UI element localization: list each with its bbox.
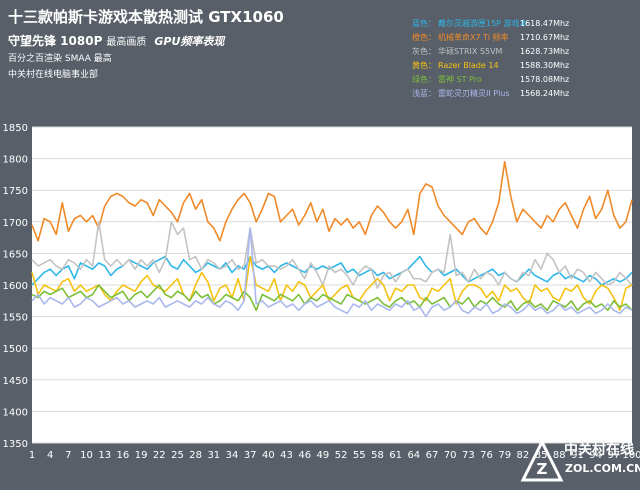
legend-value: 1618.47Mhz [520, 19, 570, 28]
x-tick-label: 91 [571, 450, 584, 461]
y-tick-label: 1450 [3, 376, 28, 387]
series-line [31, 284, 633, 312]
chart-title: 十三款帕斯卡游戏本散热测试 GTX1060 [8, 8, 284, 26]
legend-series-name: 雷神 ST Pro [438, 75, 482, 84]
subtitle-quality: 最高画质 [106, 37, 147, 48]
subtitle-italic: GPU频率表现 [154, 35, 225, 48]
y-tick-label: 1500 [3, 344, 28, 355]
legend-value: 1578.08Mhz [520, 75, 570, 84]
x-tick-label: 52 [335, 450, 348, 461]
x-tick-label: 94 [589, 450, 602, 461]
x-tick-label: 97 [607, 450, 620, 461]
watermark-cn: 中关村在线 [564, 442, 634, 458]
y-tick-label: 1850 [3, 123, 28, 134]
watermark-en: ZOL.COM.CN [565, 462, 640, 475]
x-tick-label: 49 [317, 450, 330, 461]
series-line [31, 255, 633, 286]
y-tick-label: 1350 [3, 439, 28, 450]
legend-value: 1628.73Mhz [520, 47, 570, 56]
legend-color-label: 绿色： [412, 75, 436, 84]
x-tick-label: 73 [462, 450, 475, 461]
legend-value: 1568.24Mhz [520, 89, 570, 98]
chart-subtitle: 守望先锋 1080P 最高画质 GPU频率表现 [8, 32, 224, 49]
x-tick-label: 16 [117, 450, 130, 461]
x-tick-label: 4 [47, 450, 53, 461]
zol-watermark: Z 中关村在线 ZOL.COM.CN [520, 437, 640, 490]
legend-item: 黄色： Razer Blade 14 1588.30Mhz [412, 59, 569, 73]
x-tick-label: 64 [407, 450, 420, 461]
x-tick-label: 34 [226, 450, 239, 461]
x-tick-label: 85 [535, 450, 548, 461]
department-note: 中关村在线电脑事业部 [8, 70, 99, 80]
x-tick-label: 61 [389, 450, 402, 461]
x-tick-label: 43 [280, 450, 293, 461]
legend-series-name: 机械革命X7 Ti 频率 [438, 33, 509, 42]
x-tick-label: 82 [517, 450, 530, 461]
x-tick-label: 28 [189, 450, 202, 461]
x-tick-label: 1 [29, 450, 35, 461]
legend-series-name: 雷蛇灵刃精灵II Plus [438, 89, 510, 98]
legend-series-name: 戴尔灵越游匣15P 游戏本 [438, 19, 528, 28]
y-tick-label: 1400 [3, 407, 28, 418]
svg-text:Z: Z [537, 460, 548, 478]
y-tick-label: 1600 [3, 281, 28, 292]
legend-value: 1710.67Mhz [520, 33, 570, 42]
series-line [31, 227, 633, 318]
legend-series-name: 华硕STRIX S5VM [438, 47, 503, 56]
series-line [31, 255, 633, 312]
x-tick-label: 67 [426, 450, 439, 461]
zol-logo-icon: Z [520, 439, 564, 482]
legend-item: 蓝色： 戴尔灵越游匣15P 游戏本1618.47Mhz [412, 17, 569, 31]
x-tick-label: 22 [153, 450, 166, 461]
y-tick-label: 1550 [3, 313, 28, 324]
x-tick-label: 37 [244, 450, 257, 461]
series-line [31, 161, 633, 242]
x-tick-label: 19 [135, 450, 148, 461]
series-line [31, 221, 633, 290]
x-tick-label: 46 [298, 450, 311, 461]
x-tick-label: 7 [65, 450, 71, 461]
test-settings-note: 百分之百渲染 SMAA 最高 [8, 54, 112, 64]
chart-legend: 蓝色： 戴尔灵越游匣15P 游戏本1618.47Mhz 橙色： 机械革命X7 Ti 频… [412, 17, 569, 101]
x-tick-label: 31 [207, 450, 220, 461]
legend-color-label: 蓝色： [412, 19, 436, 28]
legend-color-label: 橙色： [412, 33, 436, 42]
legend-color-label: 浅蓝： [412, 89, 436, 98]
legend-color-label: 灰色： [412, 47, 436, 56]
legend-series-name: Razer Blade 14 [438, 61, 499, 70]
y-tick-label: 1800 [3, 155, 28, 166]
x-tick-label: 25 [171, 450, 184, 461]
y-tick-label: 1700 [3, 218, 28, 229]
legend-value: 1588.30Mhz [520, 61, 570, 70]
y-tick-label: 1750 [3, 186, 28, 197]
legend-item: 浅蓝： 雷蛇灵刃精灵II Plus 1568.24Mhz [412, 87, 569, 101]
x-tick-label: 13 [98, 450, 111, 461]
x-tick-label: 10 [80, 450, 93, 461]
x-tick-label: 58 [371, 450, 384, 461]
x-tick-label: 55 [353, 450, 366, 461]
legend-color-label: 黄色： [412, 61, 436, 70]
legend-item: 橙色： 机械革命X7 Ti 频率 1710.67Mhz [412, 31, 569, 45]
x-tick-label: 70 [444, 450, 457, 461]
subtitle-main: 守望先锋 1080P [8, 34, 103, 48]
legend-item: 绿色： 雷神 ST Pro 1578.08Mhz [412, 73, 569, 87]
y-tick-label: 1650 [3, 249, 28, 260]
legend-item: 灰色： 华硕STRIX S5VM 1628.73Mhz [412, 45, 569, 59]
x-tick-label: 88 [553, 450, 566, 461]
x-tick-label: 79 [498, 450, 511, 461]
x-tick-label: 40 [262, 450, 275, 461]
x-tick-label: 76 [480, 450, 493, 461]
x-tick-label: 100 [622, 450, 640, 461]
